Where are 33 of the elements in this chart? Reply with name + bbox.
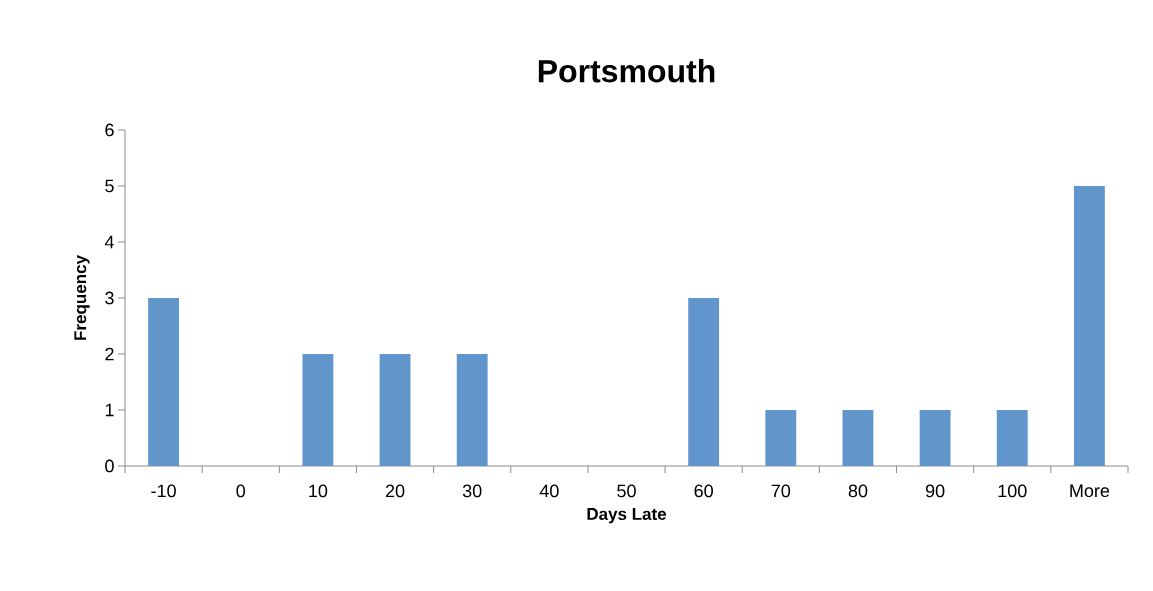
y-tick-label: 6	[105, 123, 114, 137]
x-tick-label: 60	[694, 484, 713, 498]
bar	[688, 297, 720, 466]
x-tick-label: 70	[771, 484, 791, 498]
y-tick-label: 5	[105, 179, 114, 193]
x-tick-label: 80	[848, 484, 868, 498]
y-tick-label: 4	[104, 235, 114, 249]
bar	[302, 353, 334, 466]
bar	[996, 409, 1028, 466]
bar	[148, 297, 180, 466]
x-tick-label: 50	[617, 484, 636, 498]
y-tick-label: 2	[105, 347, 114, 361]
y-tick-label: 1	[105, 403, 114, 417]
x-axis-title: Days Late	[587, 508, 667, 524]
chart-title: Portsmouth	[538, 58, 715, 83]
bar	[842, 409, 874, 466]
bar	[379, 353, 411, 466]
x-tick-label: 90	[925, 484, 945, 498]
bar	[456, 353, 488, 466]
x-tick-label: 40	[539, 484, 559, 498]
x-tick-label: 10	[309, 484, 328, 498]
bar	[1073, 185, 1105, 466]
x-tick-label: -10	[151, 484, 176, 498]
x-tick-label: 20	[385, 484, 405, 498]
bar	[765, 409, 797, 466]
bar	[919, 409, 951, 466]
y-tick-label: 0	[105, 459, 114, 473]
y-axis-title: Frequency	[74, 255, 90, 340]
x-tick-label: 0	[236, 484, 246, 498]
x-tick-label: 100	[998, 484, 1027, 498]
x-tick-label: 30	[462, 484, 482, 498]
x-tick-label: More	[1070, 484, 1110, 498]
y-tick-label: 3	[105, 291, 114, 305]
